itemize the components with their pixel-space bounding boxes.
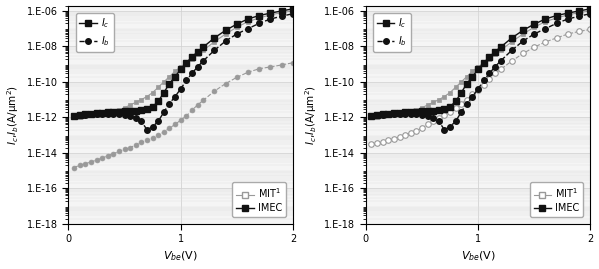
Legend: MIT$^1$, IMEC: MIT$^1$, IMEC: [530, 182, 583, 217]
X-axis label: $V_{be}$(V): $V_{be}$(V): [163, 250, 198, 263]
Y-axis label: $I_c$,$I_b$(A/μm$^2$): $I_c$,$I_b$(A/μm$^2$): [303, 85, 319, 145]
Y-axis label: $I_c$,$I_b$(A/μm$^2$): $I_c$,$I_b$(A/μm$^2$): [5, 85, 22, 145]
Legend: MIT$^1$, IMEC: MIT$^1$, IMEC: [232, 182, 286, 217]
X-axis label: $V_{be}$(V): $V_{be}$(V): [461, 250, 495, 263]
